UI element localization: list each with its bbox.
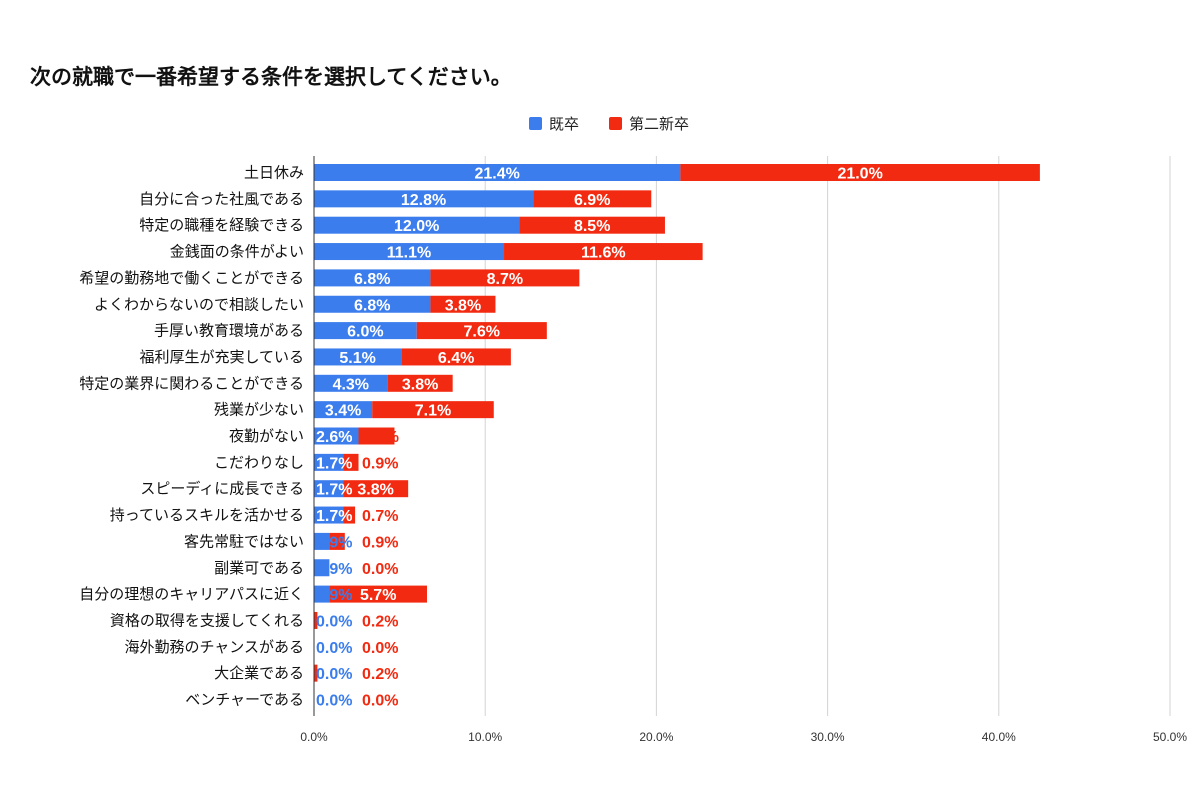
data-label-daini-shinsotsu-11: 0.9% [362, 455, 398, 472]
category-label-7: 福利厚生が充実している [139, 348, 304, 366]
data-label-kisotsu-5: 6.8% [354, 297, 390, 314]
category-label-8: 特定の業界に関わることができる [79, 374, 304, 392]
data-label-daini-shinsotsu-0: 21.0% [837, 166, 882, 183]
data-label-daini-shinsotsu-9: 7.1% [415, 403, 451, 420]
category-labels: 土日休み自分に合った社風である特定の職種を経験できる金銭面の条件がよい希望の勤務… [79, 164, 304, 709]
gridlines [485, 156, 1170, 716]
data-label-daini-shinsotsu-20: 0.0% [362, 693, 398, 710]
category-label-10: 夜勤がない [229, 427, 304, 445]
legend-label-kisotsu: 既卒 [549, 115, 579, 133]
data-label-kisotsu-15: 0.9% [316, 561, 352, 578]
data-label-kisotsu-4: 6.8% [354, 271, 390, 288]
category-label-2: 特定の職種を経験できる [139, 216, 304, 234]
data-label-daini-shinsotsu-1: 6.9% [574, 192, 610, 209]
category-label-13: 持っているスキルを活かせる [110, 506, 304, 524]
category-label-9: 残業が少ない [214, 401, 304, 419]
category-label-14: 客先常駐ではない [184, 532, 304, 550]
bars [314, 164, 1040, 682]
data-label-kisotsu-10: 2.6% [316, 429, 352, 446]
chart-title: 次の就職で一番希望する条件を選択してください。 [30, 65, 512, 89]
data-label-daini-shinsotsu-8: 3.8% [402, 376, 438, 393]
data-label-daini-shinsotsu-3: 11.6% [581, 245, 625, 262]
category-label-16: 自分の理想のキャリアパスに近く [79, 585, 304, 603]
data-label-daini-shinsotsu-5: 3.8% [445, 297, 481, 314]
data-label-kisotsu-7: 5.1% [339, 350, 375, 367]
x-axis-tick-labels: 0.0% 10.0% 20.0% 30.0% 40.0% 50.0% [300, 730, 1187, 744]
legend-swatch-kisotsu [529, 117, 542, 130]
category-label-15: 副業可である [214, 559, 304, 577]
data-label-kisotsu-8: 4.3% [333, 376, 369, 393]
data-label-daini-shinsotsu-19: 0.2% [362, 666, 398, 683]
category-label-11: こだわりなし [214, 453, 304, 471]
category-label-19: 大企業である [214, 664, 304, 682]
data-label-daini-shinsotsu-17: 0.2% [362, 613, 398, 630]
data-label-daini-shinsotsu-13: 0.7% [362, 508, 398, 525]
legend-label-daini-shinsotsu: 第二新卒 [629, 115, 689, 133]
category-label-1: 自分に合った社風である [139, 190, 304, 208]
category-label-3: 金銭面の条件がよい [170, 243, 304, 261]
data-label-daini-shinsotsu-10: 2.1% [363, 429, 399, 446]
stacked-bar-chart: 次の就職で一番希望する条件を選択してください。 既卒 第二新卒 0.0% 10.0… [0, 0, 1200, 800]
data-label-kisotsu-11: 1.7% [316, 455, 352, 472]
x-tick-label-2: 20.0% [639, 730, 673, 744]
category-label-18: 海外勤務のチャンスがある [124, 638, 304, 656]
data-label-daini-shinsotsu-6: 7.6% [464, 324, 500, 341]
data-label-kisotsu-19: 0.0% [316, 666, 352, 683]
data-label-daini-shinsotsu-18: 0.0% [362, 640, 398, 657]
x-tick-label-1: 10.0% [468, 730, 502, 744]
x-tick-label-0: 0.0% [300, 730, 328, 744]
data-label-kisotsu-9: 3.4% [325, 403, 361, 420]
data-label-daini-shinsotsu-14: 0.9% [362, 534, 398, 551]
data-label-daini-shinsotsu-16: 5.7% [360, 587, 396, 604]
data-labels: 21.4% 21.0% 12.8% 6.9% 12.0% 8.5% 11.1% 11.6% 6.… [316, 166, 883, 710]
legend-swatch-daini-shinsotsu [609, 117, 622, 130]
data-label-daini-shinsotsu-2: 8.5% [574, 218, 610, 235]
data-label-kisotsu-16: 0.9% [316, 587, 352, 604]
x-tick-label-4: 40.0% [982, 730, 1016, 744]
data-label-kisotsu-14: 0.9% [316, 534, 352, 551]
data-label-kisotsu-18: 0.0% [316, 640, 352, 657]
data-label-daini-shinsotsu-15: 0.0% [362, 561, 398, 578]
category-label-4: 希望の勤務地で働くことができる [79, 269, 304, 287]
category-label-12: スピーディに成長できる [140, 480, 304, 498]
category-label-20: ベンチャーである [185, 691, 304, 709]
data-label-daini-shinsotsu-12: 3.8% [357, 482, 393, 499]
data-label-kisotsu-2: 12.0% [394, 218, 439, 235]
x-tick-label-3: 30.0% [811, 730, 845, 744]
data-label-kisotsu-12: 1.7% [316, 482, 352, 499]
data-label-kisotsu-0: 21.4% [474, 166, 519, 183]
data-label-daini-shinsotsu-4: 8.7% [487, 271, 523, 288]
data-label-kisotsu-1: 12.8% [401, 192, 446, 209]
data-label-kisotsu-3: 11.1% [387, 245, 431, 262]
category-label-5: よくわからないので相談したい [94, 295, 304, 313]
category-label-6: 手厚い教育環境がある [154, 322, 304, 340]
category-label-17: 資格の取得を支援してくれる [110, 611, 304, 629]
legend: 既卒 第二新卒 [529, 115, 689, 133]
data-label-daini-shinsotsu-7: 6.4% [438, 350, 474, 367]
data-label-kisotsu-17: 0.0% [316, 613, 352, 630]
data-label-kisotsu-13: 1.7% [316, 508, 352, 525]
x-tick-label-5: 50.0% [1153, 730, 1187, 744]
data-label-kisotsu-6: 6.0% [347, 324, 383, 341]
category-label-0: 土日休み [244, 164, 304, 182]
data-label-kisotsu-20: 0.0% [316, 693, 352, 710]
